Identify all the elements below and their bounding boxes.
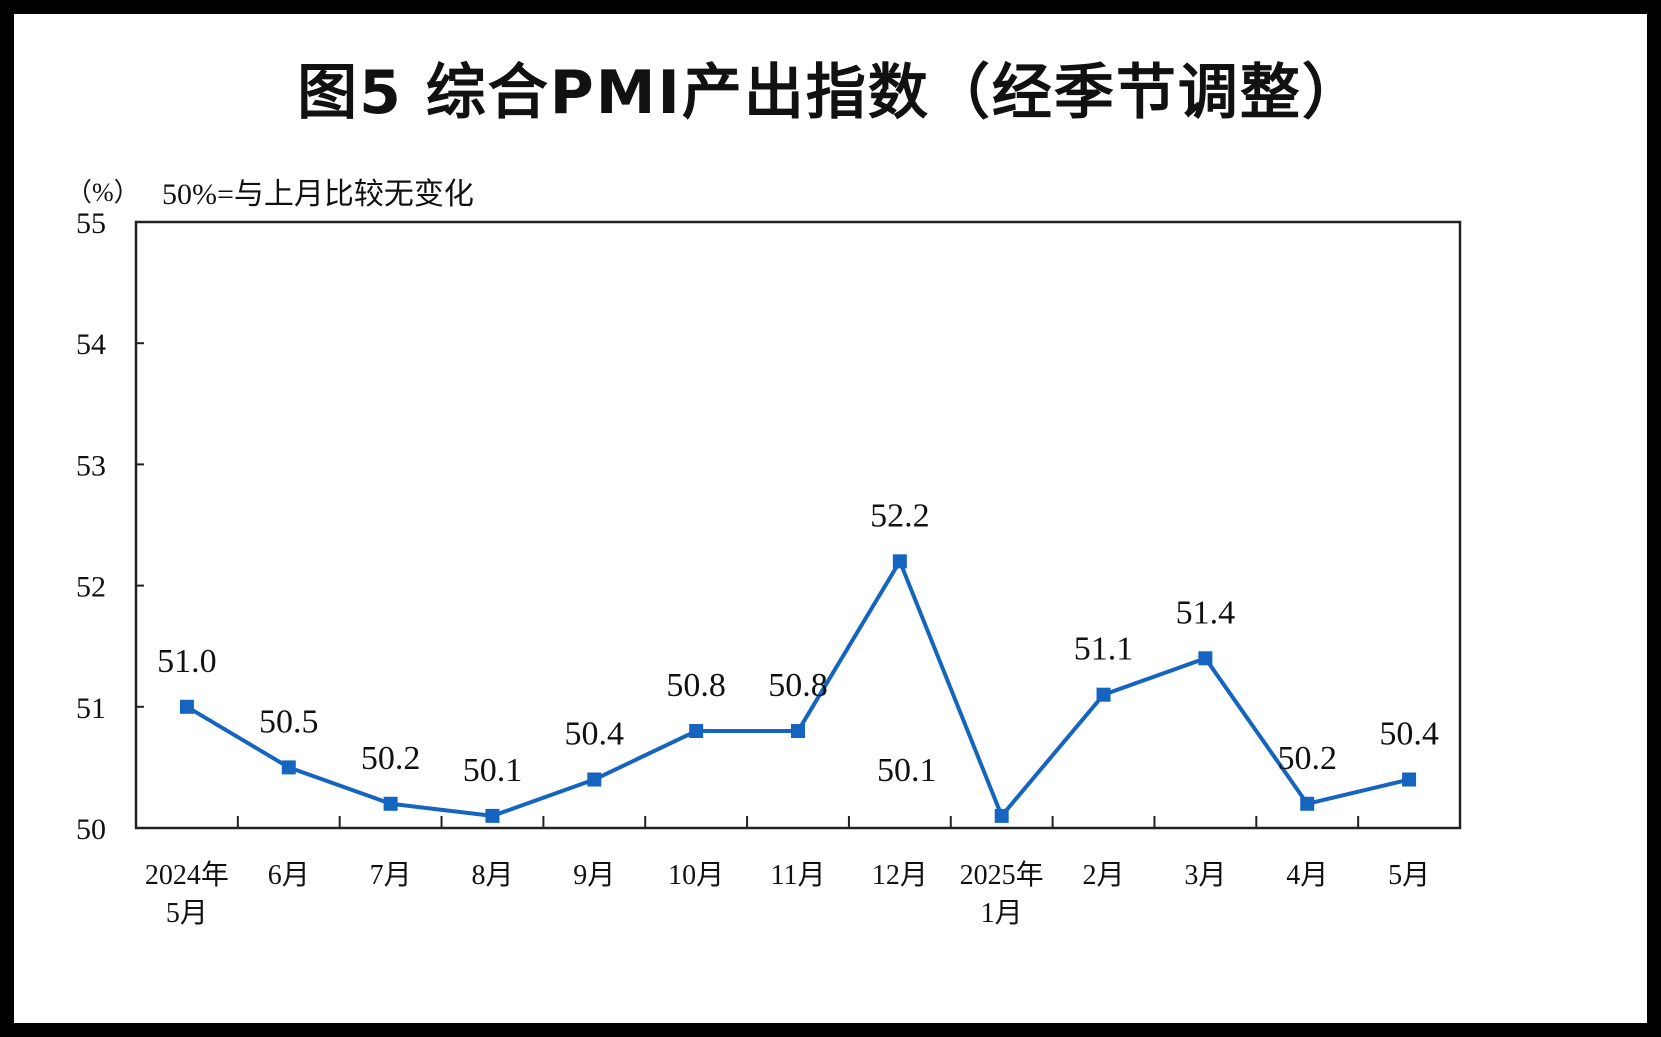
x-tick-label: 12月: [872, 860, 928, 891]
y-tick-label: 55: [76, 207, 106, 240]
data-label: 51.0: [157, 643, 217, 680]
y-tick-label: 54: [76, 328, 106, 361]
x-tick-label: 2025年: [960, 859, 1044, 891]
x-tick-label: 11月: [771, 860, 826, 891]
x-tick-label: 3月: [1184, 860, 1226, 891]
x-tick-label: 5月: [166, 898, 208, 929]
note-label: 50%=与上月比较无变化: [162, 178, 474, 211]
data-label: 50.8: [768, 667, 828, 704]
x-tick-label: 4月: [1286, 860, 1328, 891]
data-point: [1198, 651, 1213, 666]
chart-title: 图5 综合PMI产出指数（经季节调整）: [297, 58, 1364, 128]
x-tick-label: 6月: [268, 860, 310, 891]
x-tick-label: 1月: [981, 898, 1023, 929]
data-label: 50.8: [666, 667, 726, 704]
data-point: [791, 724, 805, 739]
data-label: 50.1: [877, 752, 937, 789]
data-point: [994, 808, 1009, 823]
data-label: 51.4: [1176, 594, 1236, 631]
y-tick-label: 50: [76, 813, 106, 846]
x-tick-label: 7月: [370, 860, 412, 891]
data-label: 50.4: [565, 716, 625, 753]
line-chart: 50 51 52 53 54 55 2024年 5月 6月 7月 8月 9月 10月 11月 12月 2025…: [76, 207, 1462, 929]
x-tick-label: 9月: [573, 860, 615, 891]
x-tick-label: 2月: [1083, 860, 1125, 891]
data-label: 50.5: [259, 703, 319, 740]
data-point: [1402, 772, 1417, 787]
x-tick-label: 2024年: [145, 859, 229, 891]
x-tick-label: 5月: [1388, 860, 1430, 891]
data-point: [892, 554, 907, 569]
unit-label: （%）: [66, 178, 140, 207]
x-tick-label: 8月: [471, 860, 513, 891]
data-label: 52.2: [870, 497, 930, 534]
data-point: [383, 796, 398, 811]
data-label: 50.2: [361, 740, 421, 777]
data-point: [485, 808, 500, 823]
y-tick-label: 53: [76, 449, 106, 482]
y-tick-label: 51: [76, 692, 106, 725]
data-point: [281, 760, 296, 775]
data-label: 50.2: [1277, 740, 1337, 777]
chart-frame: 图5 综合PMI产出指数（经季节调整） （%） 50%=与上月比较无变化 50 5…: [14, 14, 1647, 1023]
x-tick-label: 10月: [668, 860, 724, 891]
data-point: [1096, 687, 1111, 702]
data-point: [1300, 796, 1315, 811]
data-label: 50.1: [463, 752, 523, 789]
data-point: [587, 772, 602, 787]
data-point: [689, 724, 704, 739]
data-point: [179, 699, 194, 714]
data-label: 50.4: [1379, 716, 1439, 753]
plot-border: [134, 220, 1462, 830]
y-tick-label: 52: [76, 571, 106, 604]
data-label: 51.1: [1074, 631, 1134, 668]
